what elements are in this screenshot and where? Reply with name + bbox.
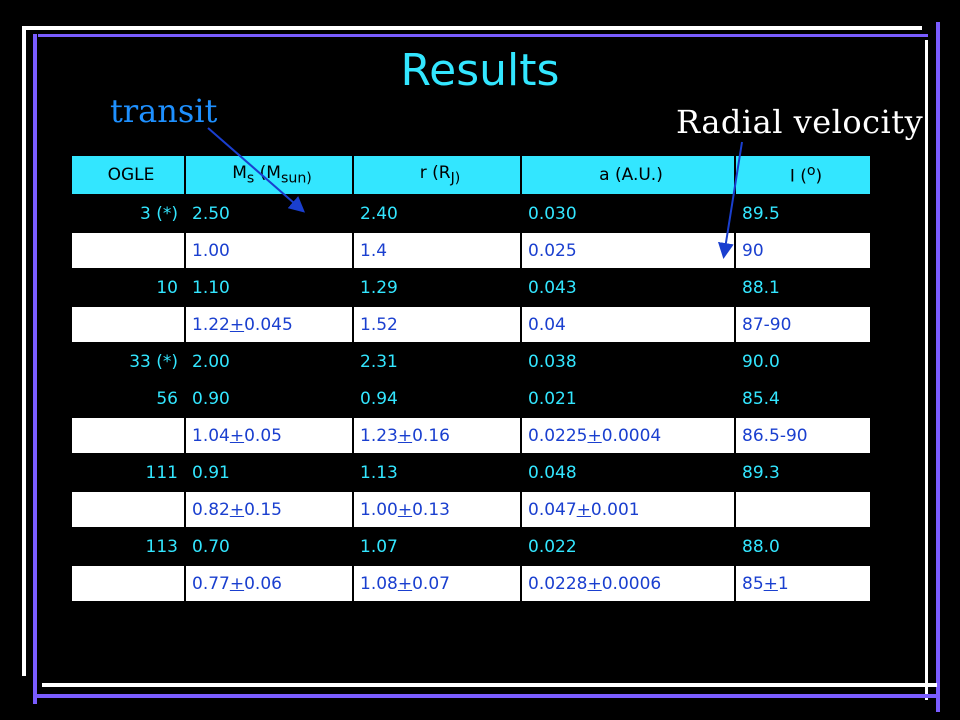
cell-r: 2.40 (352, 194, 522, 233)
table-row: 111 0.91 1.13 0.048 89.3 (70, 453, 872, 492)
cell-ogle: 10 (70, 268, 186, 307)
frame-left-line-2 (33, 34, 37, 704)
radial-velocity-arrow (717, 141, 743, 259)
frame-top-line (22, 26, 922, 30)
cell-r: 1.4 (352, 231, 522, 270)
table-row: 1.22+0.045 1.52 0.04 87-90 (70, 305, 872, 344)
cell-r: 1.23+0.16 (352, 416, 522, 455)
cell-i: 88.0 (734, 527, 872, 566)
cell-a: 0.038 (520, 342, 736, 381)
frame-bottom-line-2 (33, 694, 938, 698)
cell-ogle (70, 305, 186, 344)
cell-i: 90 (734, 231, 872, 270)
table-row: 0.82+0.15 1.00+0.13 0.047+0.001 (70, 490, 872, 529)
table-row: 33 (*) 2.00 2.31 0.038 90.0 (70, 342, 872, 381)
frame-top-line-2 (38, 34, 928, 37)
cell-ogle (70, 564, 186, 603)
cell-a: 0.047+0.001 (520, 490, 736, 529)
header-i: I (o) (734, 154, 872, 196)
cell-r: 1.13 (352, 453, 522, 492)
cell-ogle (70, 231, 186, 270)
header-ms: Ms (Msun) (184, 154, 354, 196)
cell-ms: 0.70 (184, 527, 354, 566)
cell-a: 0.0225+0.0004 (520, 416, 736, 455)
table-row: 0.77+0.06 1.08+0.07 0.0228+0.0006 85+1 (70, 564, 872, 603)
cell-i: 85+1 (734, 564, 872, 603)
cell-a: 0.0228+0.0006 (520, 564, 736, 603)
cell-a: 0.048 (520, 453, 736, 492)
cell-r: 1.00+0.13 (352, 490, 522, 529)
cell-i: 88.1 (734, 268, 872, 307)
frame-left-line (22, 26, 26, 676)
cell-r: 2.31 (352, 342, 522, 381)
results-table: OGLE Ms (Msun) r (RJ) a (A.U.) I (o) 3 (… (70, 154, 872, 603)
cell-ms: 1.00 (184, 231, 354, 270)
table-row: 1.00 1.4 0.025 90 (70, 231, 872, 270)
cell-ogle: 113 (70, 527, 186, 566)
transit-label: transit (110, 92, 218, 130)
header-a: a (A.U.) (520, 154, 736, 196)
cell-i: 87-90 (734, 305, 872, 344)
cell-a: 0.030 (520, 194, 736, 233)
cell-ms: 1.10 (184, 268, 354, 307)
cell-ogle: 111 (70, 453, 186, 492)
table-row: 113 0.70 1.07 0.022 88.0 (70, 527, 872, 566)
cell-ms: 0.77+0.06 (184, 564, 354, 603)
cell-a: 0.043 (520, 268, 736, 307)
frame-bottom-line (42, 683, 937, 687)
cell-i: 86.5-90 (734, 416, 872, 455)
transit-arrow (207, 127, 306, 213)
table-row: 56 0.90 0.94 0.021 85.4 (70, 379, 872, 418)
cell-ogle: 33 (*) (70, 342, 186, 381)
cell-ogle (70, 416, 186, 455)
cell-ogle: 3 (*) (70, 194, 186, 233)
table-header-row: OGLE Ms (Msun) r (RJ) a (A.U.) I (o) (70, 154, 872, 196)
frame-right-line (936, 22, 940, 712)
frame-right-line-2 (925, 40, 928, 700)
cell-ms: 0.90 (184, 379, 354, 418)
cell-a: 0.04 (520, 305, 736, 344)
cell-i: 89.5 (734, 194, 872, 233)
cell-r: 1.29 (352, 268, 522, 307)
cell-ms: 2.00 (184, 342, 354, 381)
cell-a: 0.025 (520, 231, 736, 270)
cell-i: 90.0 (734, 342, 872, 381)
cell-r: 0.94 (352, 379, 522, 418)
cell-ms: 1.04+0.05 (184, 416, 354, 455)
table-body: 3 (*) 2.50 2.40 0.030 89.5 1.00 1.4 0.025 90 10 1.… (70, 194, 872, 603)
cell-i: 85.4 (734, 379, 872, 418)
table-row: 1.04+0.05 1.23+0.16 0.0225+0.0004 86.5-90 (70, 416, 872, 455)
table-row: 10 1.10 1.29 0.043 88.1 (70, 268, 872, 307)
cell-i (734, 490, 872, 529)
header-r: r (RJ) (352, 154, 522, 196)
cell-ogle (70, 490, 186, 529)
cell-ms: 2.50 (184, 194, 354, 233)
radial-velocity-label: Radial velocity (676, 103, 924, 141)
header-ogle: OGLE (70, 154, 186, 196)
cell-i: 89.3 (734, 453, 872, 492)
cell-r: 1.08+0.07 (352, 564, 522, 603)
cell-a: 0.022 (520, 527, 736, 566)
cell-ms: 0.91 (184, 453, 354, 492)
table-row: 3 (*) 2.50 2.40 0.030 89.5 (70, 194, 872, 233)
cell-ms: 0.82+0.15 (184, 490, 354, 529)
slide-title: Results (400, 45, 560, 96)
cell-ogle: 56 (70, 379, 186, 418)
cell-r: 1.52 (352, 305, 522, 344)
cell-a: 0.021 (520, 379, 736, 418)
cell-r: 1.07 (352, 527, 522, 566)
cell-ms: 1.22+0.045 (184, 305, 354, 344)
